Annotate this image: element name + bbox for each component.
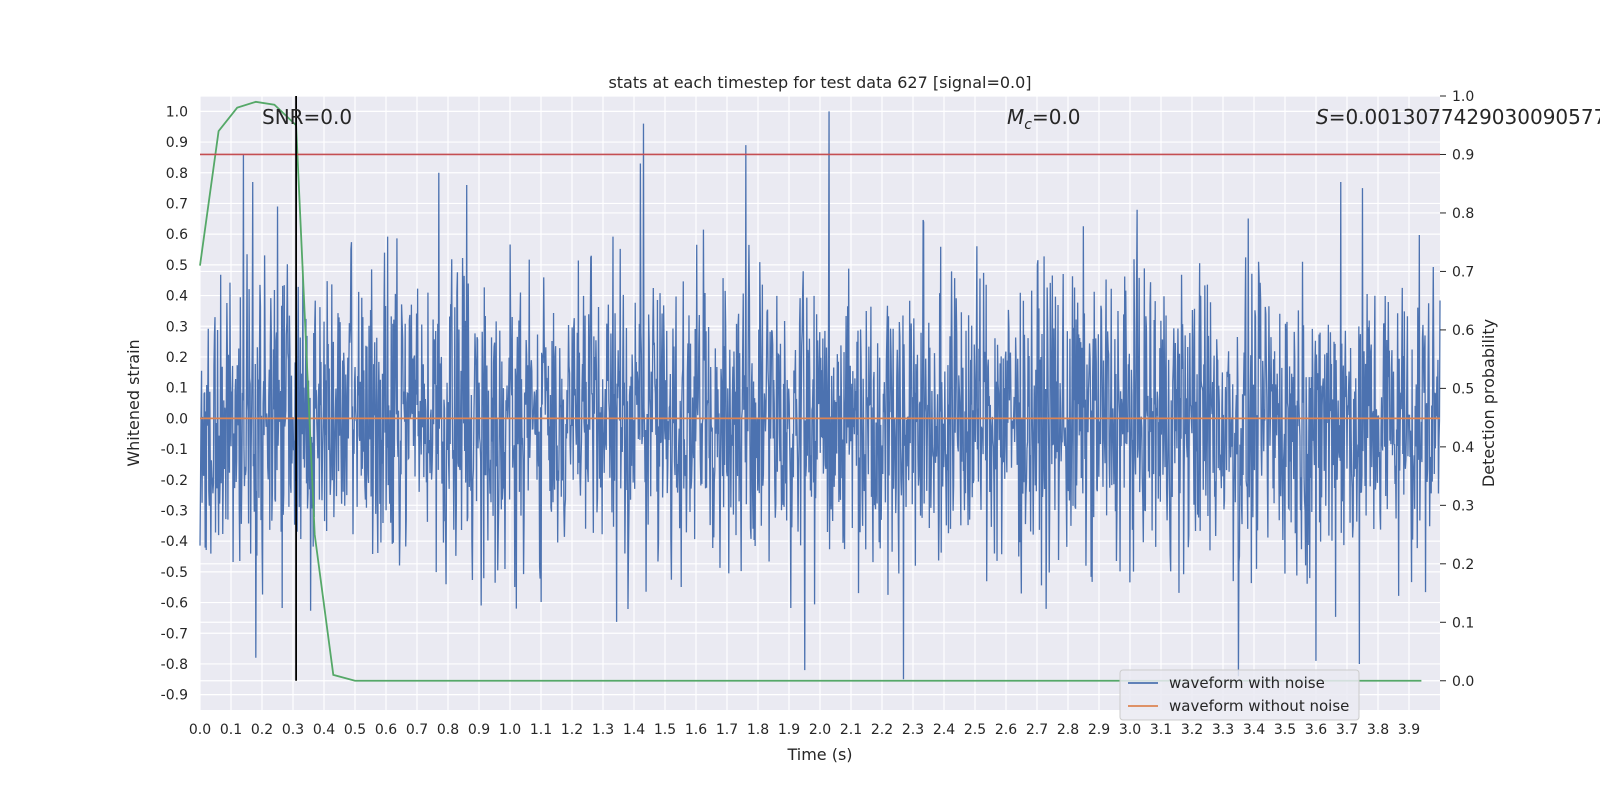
- x-tick-label: 2.2: [871, 722, 893, 738]
- mc-symbol: M: [1007, 105, 1024, 129]
- y2-tick-label: 0.4: [1452, 440, 1474, 456]
- y2-tick-label: 0.7: [1452, 264, 1474, 280]
- x-tick-label: 1.0: [499, 722, 521, 738]
- x-tick-label: 3.3: [1212, 722, 1234, 738]
- legend-box: [1119, 669, 1360, 721]
- x-tick-label: 2.8: [1057, 722, 1079, 738]
- x-tick-label: 3.1: [1150, 722, 1172, 738]
- y-tick-label: 1.0: [166, 104, 188, 120]
- y-tick-label: -0.5: [161, 565, 188, 581]
- y-tick-label: 0.4: [166, 289, 188, 305]
- x-tick-label: 3.8: [1367, 722, 1389, 738]
- y-tick-label: 0.0: [166, 411, 188, 427]
- y-tick-label: 0.5: [166, 258, 188, 274]
- x-tick-label: 2.9: [1088, 722, 1110, 738]
- x-tick-label: 1.9: [778, 722, 800, 738]
- y-tick-label: 0.2: [166, 350, 188, 366]
- legend: waveform with noise waveform without noi…: [1119, 669, 1360, 721]
- y-tick-label: 0.6: [166, 227, 188, 243]
- x-tick-label: 3.0: [1119, 722, 1141, 738]
- series-waveform-with-noise: [199, 111, 1441, 680]
- mc-subscript: c: [1024, 117, 1032, 133]
- x-tick-label: 0.0: [189, 722, 211, 738]
- x-tick-label: 2.1: [840, 722, 862, 738]
- x-tick-label: 1.2: [561, 722, 583, 738]
- y-tick-label: 0.7: [166, 196, 188, 212]
- y2-tick-label: 0.2: [1452, 557, 1474, 573]
- x-tick-label: 3.4: [1243, 722, 1265, 738]
- x-tick-label: 0.7: [406, 722, 428, 738]
- x-tick-label: 0.8: [437, 722, 459, 738]
- y2-tick-label: 1.0: [1452, 89, 1474, 105]
- x-tick-label: 2.5: [964, 722, 986, 738]
- x-axis-ticks: 0.0 0.1 0.2 0.3 0.4 0.5 0.6 0.7 0.8 0.9 1.0 1.1 1.2 1…: [189, 722, 1420, 738]
- probability-line: [199, 100, 1422, 682]
- y2-tick-label: 0.8: [1452, 206, 1474, 222]
- x-tick-label: 1.4: [623, 722, 645, 738]
- y-tick-label: -0.7: [161, 626, 188, 642]
- legend-label-clean: waveform without noise: [1169, 697, 1349, 715]
- y-axis-label: Whitened strain: [124, 339, 143, 466]
- x-tick-label: 3.2: [1181, 722, 1203, 738]
- x-tick-label: 3.6: [1305, 722, 1327, 738]
- x-tick-label: 3.7: [1336, 722, 1358, 738]
- x-tick-label: 1.7: [716, 722, 738, 738]
- s-value: =0.0013077429030090577: [1329, 105, 1600, 129]
- x-tick-label: 2.4: [933, 722, 955, 738]
- x-tick-label: 1.1: [530, 722, 552, 738]
- s-annotation: S=0.0013077429030090577: [1316, 105, 1600, 129]
- x-tick-label: 3.9: [1398, 722, 1420, 738]
- x-tick-label: 1.5: [654, 722, 676, 738]
- x-tick-label: 0.5: [344, 722, 366, 738]
- noisy-waveform-line: [199, 111, 1441, 680]
- x-tick-label: 1.3: [592, 722, 614, 738]
- series-detection-probability: [199, 100, 1422, 682]
- y-tick-label: -0.8: [161, 657, 188, 673]
- y2-axis-label: Detection probability: [1479, 319, 1498, 487]
- x-tick-label: 2.6: [995, 722, 1017, 738]
- mc-value: =0.0: [1032, 105, 1081, 129]
- y-tick-label: -0.6: [161, 596, 188, 612]
- chirp-mass-annotation: Mc=0.0: [1007, 105, 1081, 133]
- x-tick-label: 2.0: [809, 722, 831, 738]
- y-tick-label: 0.9: [166, 135, 188, 151]
- y2-axis-ticks: 0.0 0.1 0.2 0.3 0.4 0.5 0.6 0.7 0.8 0.9 1.0: [1440, 89, 1474, 690]
- y-tick-label: 0.1: [166, 381, 188, 397]
- x-tick-label: 0.9: [468, 722, 490, 738]
- x-tick-label: 0.1: [220, 722, 242, 738]
- x-tick-label: 2.7: [1026, 722, 1048, 738]
- x-tick-label: 1.6: [685, 722, 707, 738]
- snr-annotation: SNR=0.0: [262, 105, 352, 129]
- x-tick-label: 0.3: [282, 722, 304, 738]
- y2-tick-label: 0.0: [1452, 674, 1474, 690]
- x-tick-label: 0.6: [375, 722, 397, 738]
- x-tick-label: 2.3: [902, 722, 924, 738]
- y-tick-label: 0.8: [166, 166, 188, 182]
- y-tick-label: -0.3: [161, 503, 188, 519]
- x-tick-label: 0.4: [313, 722, 335, 738]
- legend-label-noise: waveform with noise: [1169, 674, 1325, 692]
- y-tick-label: -0.4: [161, 534, 188, 550]
- y2-tick-label: 0.6: [1452, 323, 1474, 339]
- s-symbol: S: [1316, 105, 1329, 129]
- y-axis-ticks: -0.9 -0.8 -0.7 -0.6 -0.5 -0.4 -0.3 -0.2 -0.1 0.0 0…: [161, 104, 188, 703]
- y-tick-label: 0.3: [166, 319, 188, 335]
- x-axis-label: Time (s): [786, 745, 852, 764]
- y2-tick-label: 0.9: [1452, 147, 1474, 163]
- y2-tick-label: 0.5: [1452, 381, 1474, 397]
- y2-tick-label: 0.1: [1452, 615, 1474, 631]
- y-tick-label: -0.2: [161, 473, 188, 489]
- chart-title: stats at each timestep for test data 627…: [608, 73, 1031, 92]
- y-tick-label: -0.1: [161, 442, 188, 458]
- x-tick-label: 0.2: [251, 722, 273, 738]
- x-tick-label: 1.8: [747, 722, 769, 738]
- x-tick-label: 3.5: [1274, 722, 1296, 738]
- y2-tick-label: 0.3: [1452, 498, 1474, 514]
- y-tick-label: -0.9: [161, 688, 188, 704]
